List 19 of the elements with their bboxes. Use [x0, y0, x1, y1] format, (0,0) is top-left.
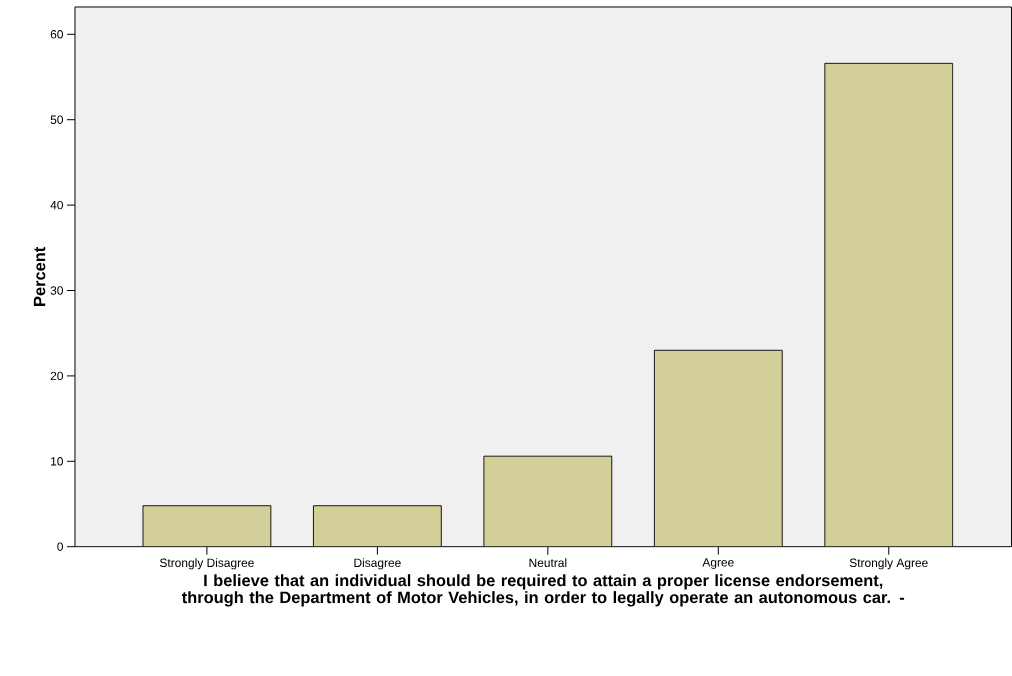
- y-axis-title: Percent: [33, 247, 46, 307]
- y-tick-label: 50: [50, 115, 63, 125]
- x-axis-title: I believe that an individual should be required to attain a proper license endorsement, through the Department of Motor Vehicles, in order to legally operate an autonomous car. -: [181, 574, 905, 607]
- y-tick-label: 10: [51, 457, 63, 466]
- x-tick-label: Strongly Disagree: [159, 558, 254, 570]
- bar: [142, 505, 272, 547]
- bar: [653, 350, 783, 547]
- bar: [824, 63, 954, 547]
- y-tick-label: 0: [57, 542, 63, 552]
- x-tick-label: Agree: [702, 558, 734, 570]
- y-tick-label: 30: [50, 286, 63, 295]
- x-tick-label: Neutral: [529, 558, 567, 568]
- x-tick-label: Strongly Agree: [849, 558, 928, 570]
- y-tick-label: 60: [50, 30, 63, 39]
- x-tick-label: Disagree: [354, 558, 401, 570]
- y-tick-label: 40: [50, 201, 63, 210]
- bar: [483, 455, 613, 547]
- y-tick-label: 20: [50, 371, 63, 381]
- bar: [313, 505, 442, 547]
